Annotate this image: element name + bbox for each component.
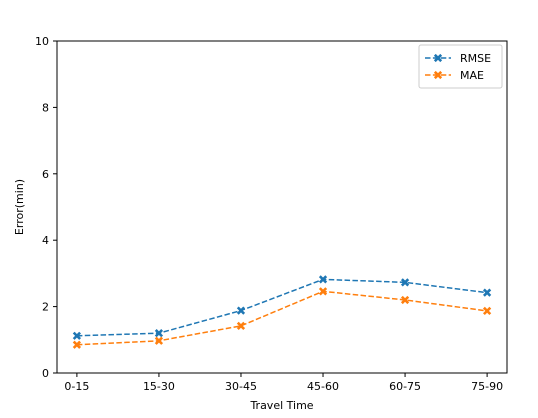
x-axis-label: Travel Time [249, 399, 313, 412]
legend-marker-mae [433, 70, 443, 80]
x-tick-label: 30-45 [225, 380, 257, 393]
series-layer [72, 275, 492, 349]
x-tick-label: 0-15 [64, 380, 89, 393]
x-tick-label: 75-90 [471, 380, 503, 393]
y-tick-label: 0 [42, 367, 49, 380]
data-point-rmse [482, 288, 492, 297]
data-point-rmse [154, 329, 164, 338]
y-tick-label: 6 [42, 168, 49, 181]
x-tick-label: 45-60 [307, 380, 339, 393]
data-point-rmse [236, 306, 246, 315]
series-line-rmse [76, 278, 488, 337]
legend-label-mae: MAE [460, 69, 484, 82]
y-tick-label: 10 [35, 35, 49, 48]
y-axis-ticks: 0 2 4 6 8 10 [35, 35, 57, 380]
data-point-rmse [72, 331, 82, 340]
data-point-mae [236, 321, 246, 330]
legend-label-rmse: RMSE [460, 52, 491, 65]
y-tick-label: 8 [42, 101, 49, 114]
y-tick-label: 2 [42, 301, 49, 314]
series-line-mae [76, 290, 488, 346]
data-point-rmse [318, 275, 328, 284]
x-tick-label: 60-75 [389, 380, 421, 393]
data-point-mae [72, 340, 82, 349]
plot-area [56, 40, 508, 374]
y-axis-label: Error(min) [13, 179, 26, 235]
data-point-mae [154, 336, 164, 345]
legend: RMSE MAE [418, 44, 503, 89]
legend-marker-rmse [433, 53, 443, 63]
x-axis-ticks: 0-15 15-30 30-45 45-60 60-75 75-90 [64, 373, 503, 393]
data-point-mae [482, 306, 492, 316]
data-point-mae [318, 287, 328, 296]
x-tick-label: 15-30 [143, 380, 175, 393]
y-tick-label: 4 [42, 234, 49, 247]
data-point-rmse [400, 278, 410, 287]
data-point-mae [400, 295, 410, 305]
